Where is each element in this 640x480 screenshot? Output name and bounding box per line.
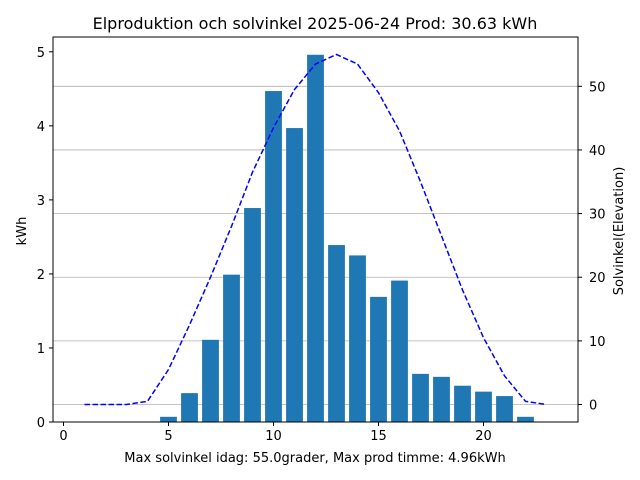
y-tick-label: 0 bbox=[37, 416, 45, 431]
bar bbox=[181, 393, 198, 422]
plot-frame bbox=[52, 36, 579, 423]
x-tick-label: 5 bbox=[164, 429, 172, 444]
y-tick-label: 2 bbox=[37, 268, 45, 283]
y2-tick-label: 0 bbox=[589, 399, 597, 414]
y2-tick-label: 40 bbox=[589, 144, 606, 159]
x-tick-label: 10 bbox=[265, 429, 282, 444]
bar bbox=[223, 274, 240, 422]
x-axis-label: Max solvinkel idag: 55.0grader, Max prod… bbox=[124, 451, 505, 466]
y-axis-label: kWh bbox=[15, 217, 30, 246]
bar bbox=[265, 91, 282, 422]
x-tick-label: 0 bbox=[59, 429, 67, 444]
x-tick-label: 15 bbox=[370, 429, 387, 444]
bar bbox=[454, 385, 471, 422]
bar bbox=[349, 255, 366, 422]
y-tick-label: 4 bbox=[37, 120, 45, 135]
bar bbox=[370, 296, 387, 422]
bar bbox=[412, 373, 429, 422]
y2-tick-label: 50 bbox=[589, 80, 606, 95]
y2-tick-label: 20 bbox=[589, 271, 606, 286]
x-tick-label: 20 bbox=[475, 429, 492, 444]
bar bbox=[307, 54, 324, 423]
bar-layer bbox=[160, 54, 534, 423]
bar bbox=[517, 416, 534, 422]
bar bbox=[496, 396, 513, 422]
bar bbox=[475, 391, 492, 422]
bar bbox=[202, 339, 219, 422]
bar bbox=[433, 376, 450, 422]
bar bbox=[391, 280, 408, 422]
y-tick-label: 3 bbox=[37, 194, 45, 209]
bar bbox=[244, 208, 261, 422]
y2-axis-label: Solvinkel(Elevation) bbox=[612, 167, 627, 296]
bar bbox=[160, 416, 177, 422]
bar bbox=[328, 245, 345, 422]
line-layer bbox=[84, 53, 547, 406]
y2-tick-label: 30 bbox=[589, 208, 606, 223]
chart-title: Elproduktion och solvinkel 2025-06-24 Pr… bbox=[93, 14, 538, 33]
y2-tick-label: 10 bbox=[589, 335, 606, 350]
bar bbox=[286, 128, 303, 422]
elevation-line bbox=[84, 53, 547, 406]
y-tick-label: 1 bbox=[37, 342, 45, 357]
y-tick-label: 5 bbox=[37, 46, 45, 61]
